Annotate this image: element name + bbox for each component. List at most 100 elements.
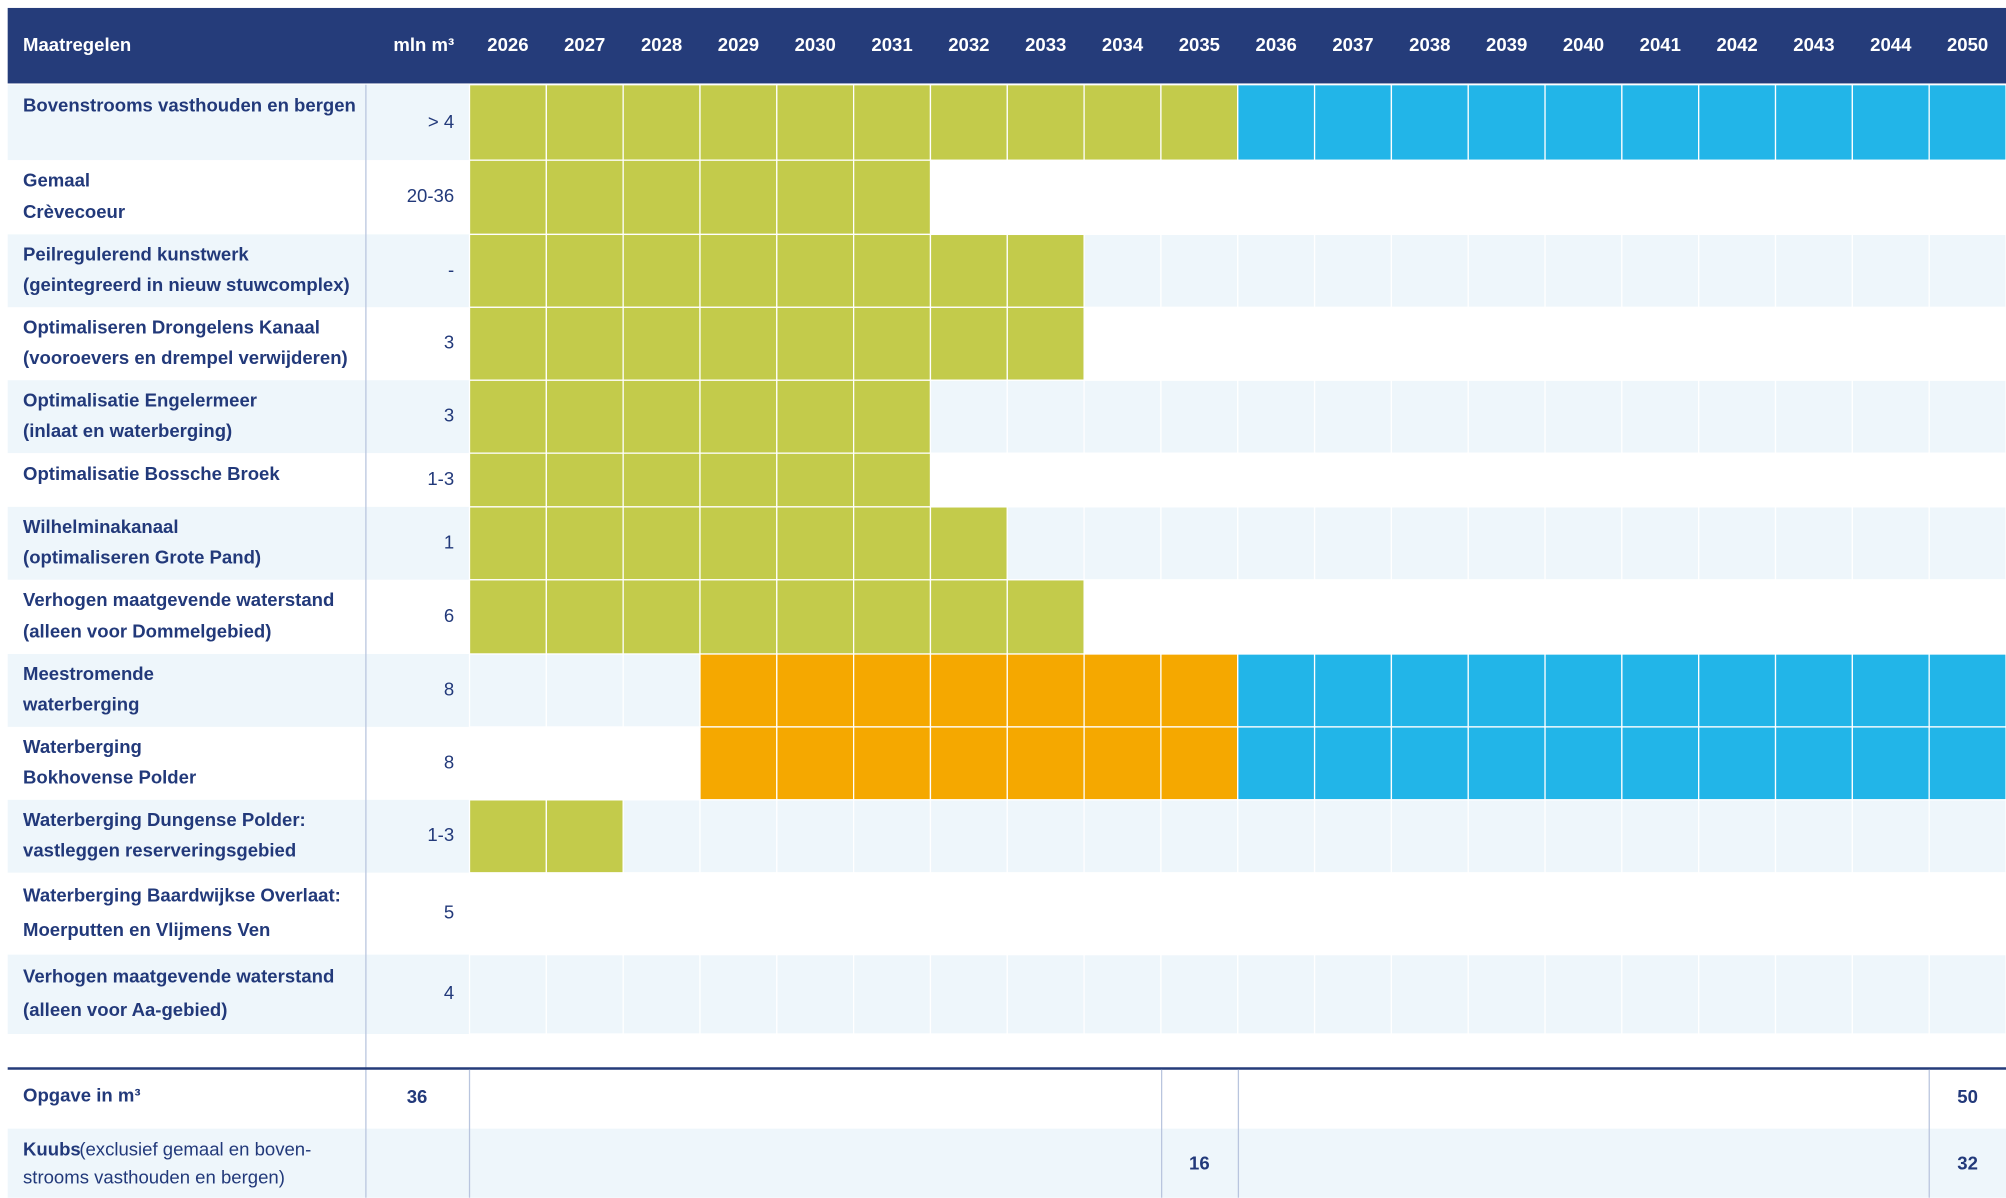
cell (1621, 379, 1700, 454)
cell (622, 799, 701, 874)
cell (852, 506, 932, 581)
cell (1083, 379, 1162, 454)
year-label: 2039 (1486, 34, 1527, 55)
cell (1006, 84, 1085, 161)
row-label: Waterberging Baardwijkse Overlaat: (23, 884, 341, 905)
cell (1083, 726, 1162, 801)
cell (1621, 506, 1700, 581)
cell (1467, 799, 1546, 874)
cell (1774, 379, 1853, 454)
cell (1313, 799, 1393, 874)
cell (1929, 160, 2006, 235)
cell (1467, 233, 1546, 308)
cell (1852, 579, 1930, 655)
cell (1544, 233, 1623, 308)
cell (1237, 160, 1315, 235)
cell (1160, 653, 1239, 728)
row-volume: 1-3 (427, 824, 454, 845)
cell (1929, 453, 2006, 507)
cell (1545, 160, 1622, 235)
cell (1160, 453, 1238, 507)
cell (622, 452, 701, 508)
row-label: Waterberging (23, 736, 142, 757)
row-label: Optimaliseren Drongelens Kanaal (23, 316, 320, 337)
cell (1544, 799, 1623, 874)
cell (1084, 453, 1161, 507)
cell (622, 84, 701, 161)
row-label: Verhogen maatgevende waterstand (23, 966, 334, 987)
cell (1083, 84, 1162, 161)
row-volume: - (448, 259, 454, 280)
cell (468, 84, 547, 161)
row-volume: 8 (444, 751, 454, 772)
year-label: 2030 (795, 34, 836, 55)
cell (623, 726, 700, 800)
row-volume: 8 (444, 678, 454, 699)
row-volume: > 4 (428, 111, 454, 132)
cell (852, 954, 932, 1035)
row-label: Moerputten en Vlijmens Ven (23, 919, 270, 940)
cell (1698, 954, 1777, 1035)
cell (852, 653, 932, 728)
cell (776, 452, 855, 508)
row-label: Waterberging Dungense Polder: (23, 809, 306, 830)
cell (929, 799, 1008, 874)
cell (1083, 799, 1162, 874)
cell (929, 506, 1008, 581)
cell (1390, 799, 1469, 874)
cell (1621, 307, 1699, 381)
cell (853, 872, 931, 955)
cell (1851, 799, 1930, 874)
cell (1390, 84, 1469, 161)
cell (1851, 506, 1930, 581)
header-unit: mln m³ (393, 34, 454, 55)
cell (1468, 579, 1546, 655)
cell (1775, 160, 1853, 235)
row-volume: 1 (444, 531, 454, 552)
year-label: 2038 (1409, 34, 1450, 55)
cell (1160, 506, 1239, 581)
cell (1621, 160, 1699, 235)
cell (1083, 506, 1162, 581)
cell (1313, 726, 1393, 801)
cell (468, 579, 547, 655)
cell (1237, 84, 1316, 161)
cell (699, 653, 778, 728)
cell (546, 726, 624, 800)
cell (468, 233, 547, 308)
cell (1160, 84, 1239, 161)
cell (1237, 872, 1315, 955)
cell (699, 726, 778, 801)
cell (776, 872, 854, 955)
cell (699, 872, 777, 955)
cell (1084, 307, 1161, 381)
cell (1313, 84, 1393, 161)
cell (852, 726, 932, 801)
cell (545, 506, 624, 581)
cell (1007, 160, 1085, 235)
cell (1160, 726, 1239, 801)
cell (1851, 653, 1930, 728)
cell (1467, 653, 1546, 728)
year-label: 2027 (564, 34, 605, 55)
cell (1698, 233, 1777, 308)
cell (1468, 307, 1546, 381)
cell (622, 379, 701, 454)
row-volume: 20-36 (407, 185, 454, 206)
footer-value: 32 (1957, 1152, 1978, 1173)
cell (1006, 306, 1085, 381)
row-label: waterberging (22, 694, 139, 715)
row-volume: 5 (444, 902, 454, 923)
cell (852, 159, 932, 236)
cell (1084, 872, 1161, 955)
cell (1698, 579, 1776, 655)
cell (1006, 799, 1085, 874)
cell (1698, 872, 1776, 955)
cell (1314, 579, 1392, 655)
cell (1314, 160, 1392, 235)
year-label: 2043 (1793, 34, 1834, 55)
cell (1006, 233, 1085, 308)
cell (1775, 579, 1853, 655)
cell (1852, 160, 1930, 235)
cell (1391, 453, 1469, 507)
